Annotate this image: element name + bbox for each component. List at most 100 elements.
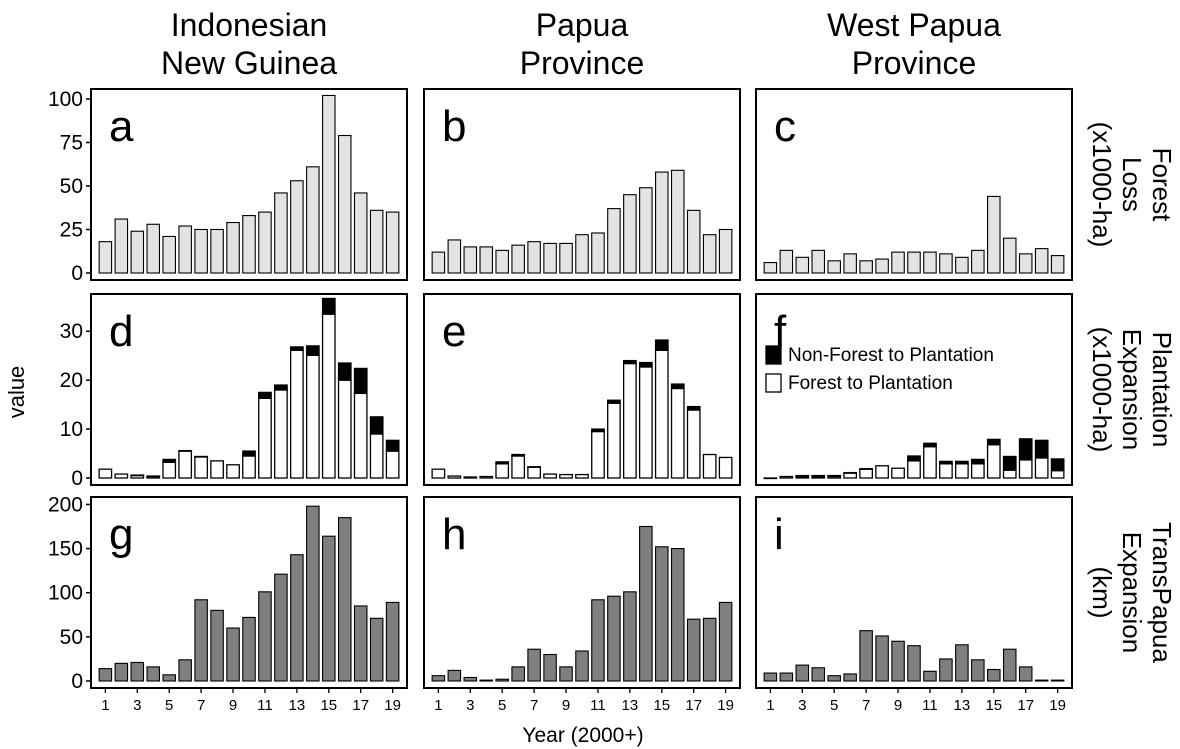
bar-nonforest-to-plantation	[795, 474, 810, 478]
bar-nonforest-to-plantation	[242, 450, 256, 457]
y-tick-label: 50	[60, 626, 83, 649]
legend-label-nonforest: Non-Forest to Plantation	[788, 345, 994, 366]
bar-forest-to-plantation	[385, 450, 400, 479]
bar-nonforest-to-plantation	[258, 391, 272, 399]
bar	[162, 674, 176, 682]
x-tick-label: 3	[466, 697, 474, 714]
bar	[939, 658, 953, 682]
row-label-line: Forest	[1147, 148, 1177, 222]
bar-nonforest-to-plantation	[827, 474, 842, 478]
x-tick-label: 19	[717, 697, 734, 714]
x-tick-label: 11	[590, 697, 606, 714]
bar-nonforest-to-plantation	[986, 438, 1001, 446]
bar	[463, 676, 478, 682]
panel-c	[755, 88, 1073, 281]
bar	[463, 246, 478, 274]
x-tick-label: 1	[434, 697, 442, 714]
panel-b	[423, 88, 741, 281]
bar	[891, 640, 905, 682]
x-tick-label: 15	[320, 697, 337, 714]
bar-nonforest-to-plantation	[939, 460, 953, 465]
bar	[130, 661, 145, 682]
bar	[763, 262, 778, 274]
bar	[923, 670, 937, 682]
x-tick-label: 9	[229, 697, 237, 714]
row-label-line: (km)	[1087, 567, 1117, 619]
bar	[1002, 237, 1017, 274]
bar	[971, 659, 985, 682]
bar	[527, 241, 541, 274]
bar	[702, 234, 717, 274]
bar-forest-to-plantation	[718, 456, 733, 479]
row-label-line: Loss	[1117, 157, 1147, 212]
bar	[178, 225, 192, 274]
bar-forest-to-plantation	[843, 472, 858, 479]
bar	[1018, 253, 1033, 274]
x-tick-label: 19	[384, 697, 401, 714]
bar-forest-to-plantation	[654, 349, 669, 479]
row-label-line: Plantation	[1147, 332, 1177, 448]
bar-nonforest-to-plantation	[591, 428, 605, 433]
panel-e	[423, 293, 741, 486]
bar-nonforest-to-plantation	[305, 345, 320, 356]
bar-nonforest-to-plantation	[511, 453, 526, 457]
panel-letter: c	[774, 102, 796, 151]
y-tick-label: 50	[60, 175, 83, 198]
bar	[718, 228, 733, 274]
x-tick-label: 9	[894, 697, 902, 714]
column-title-line: Province	[852, 45, 977, 81]
bar-forest-to-plantation	[559, 473, 573, 479]
x-tick-label: 15	[653, 697, 670, 714]
bar	[447, 669, 462, 682]
x-tick-label: 5	[830, 697, 838, 714]
bar	[686, 209, 701, 274]
bar	[337, 134, 352, 274]
bar-forest-to-plantation	[859, 468, 873, 479]
panel-a	[86, 88, 408, 281]
bar-nonforest-to-plantation	[686, 405, 701, 411]
bar-nonforest-to-plantation	[923, 442, 937, 448]
x-tick-label: 17	[1017, 697, 1034, 714]
bar-forest-to-plantation	[162, 461, 177, 479]
y-axis-label: value	[4, 366, 29, 419]
bar-forest-to-plantation	[891, 467, 905, 479]
bar	[623, 591, 637, 682]
x-tick-label: 11	[922, 697, 938, 714]
bar	[369, 209, 384, 274]
bar	[843, 253, 857, 274]
bar	[1034, 248, 1049, 274]
x-tick-label: 9	[562, 697, 570, 714]
y-tick-label: 0	[71, 262, 83, 285]
x-tick-label: 11	[257, 697, 273, 714]
bar	[575, 234, 589, 274]
bar	[827, 260, 841, 274]
x-tick-label: 7	[197, 697, 205, 714]
y-tick-label: 200	[48, 493, 83, 516]
bar	[210, 228, 224, 274]
bar	[623, 194, 637, 274]
bar	[875, 258, 889, 274]
bar-nonforest-to-plantation	[607, 399, 621, 404]
bar-forest-to-plantation	[274, 389, 288, 479]
bar	[543, 242, 557, 274]
x-tick-label: 13	[954, 697, 971, 714]
bar-forest-to-plantation	[670, 387, 685, 479]
bar	[591, 599, 605, 682]
y-tick-label: 0	[71, 467, 83, 490]
bar-forest-to-plantation	[305, 354, 320, 479]
bar-forest-to-plantation	[290, 349, 304, 479]
panel-letter: e	[442, 307, 466, 356]
bar-forest-to-plantation	[1034, 457, 1049, 479]
panel-g	[86, 496, 408, 693]
bar	[811, 249, 826, 274]
y-tick-label: 150	[48, 538, 83, 561]
bar-nonforest-to-plantation	[1050, 458, 1065, 472]
bar-forest-to-plantation	[447, 475, 462, 479]
panel-letter: g	[109, 510, 133, 559]
bar	[907, 645, 921, 682]
bar	[353, 192, 368, 274]
bar-forest-to-plantation	[369, 433, 384, 479]
bar	[559, 242, 573, 274]
bar	[431, 675, 446, 682]
